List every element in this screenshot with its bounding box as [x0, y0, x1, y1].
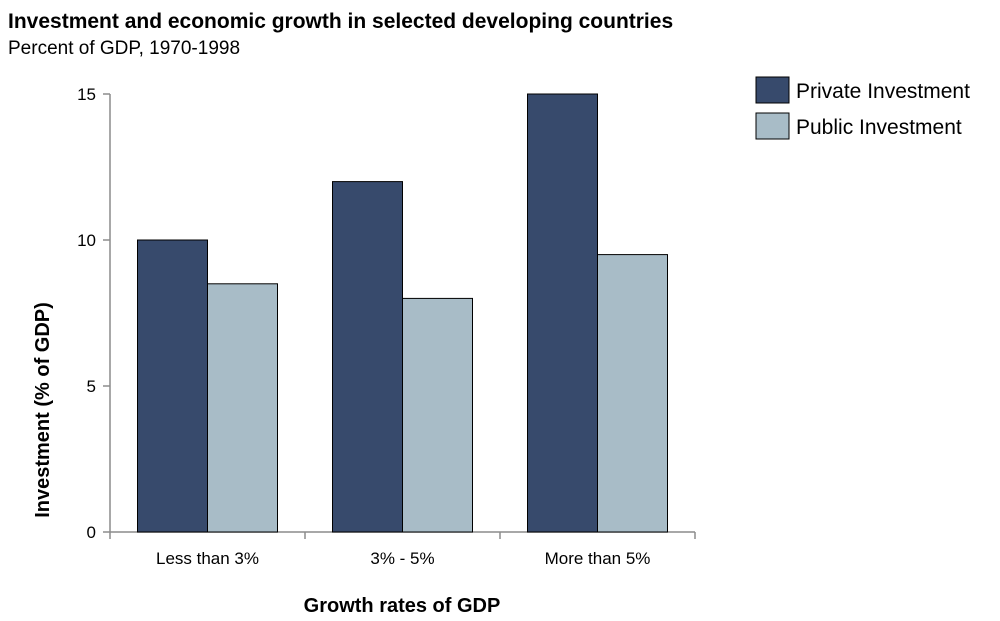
legend-label-private: Private Investment	[796, 80, 970, 103]
chart-title: Investment and economic growth in select…	[8, 10, 674, 33]
x-axis-label: Growth rates of GDP	[304, 595, 501, 617]
tick-labels: 0 5 10 15 Less than 3% 3% - 5% More than 5%	[77, 85, 650, 568]
bars	[137, 93, 668, 533]
bar-private-1	[137, 239, 208, 533]
y-tick-label: 10	[77, 231, 96, 250]
bar-public-3	[597, 254, 668, 533]
y-tick-label: 5	[87, 377, 96, 396]
y-axis-label: Investment (% of GDP)	[32, 302, 54, 518]
y-tick-label: 15	[77, 85, 96, 104]
legend-label-public: Public Investment	[796, 116, 962, 139]
legend-swatch-private	[755, 76, 790, 104]
chart-subtitle: Percent of GDP, 1970-1998	[8, 38, 241, 59]
y-tick-label: 0	[87, 523, 96, 542]
bar-public-2	[402, 297, 473, 533]
x-tick-label: Less than 3%	[156, 549, 259, 568]
legend-swatch-public	[755, 112, 790, 140]
legend: Private Investment Public Investment	[755, 76, 970, 140]
x-tick-label: 3% - 5%	[370, 549, 434, 568]
bar-public-1	[207, 283, 278, 533]
bar-private-2	[332, 181, 403, 533]
bar-private-3	[527, 93, 598, 533]
x-tick-label: More than 5%	[545, 549, 651, 568]
